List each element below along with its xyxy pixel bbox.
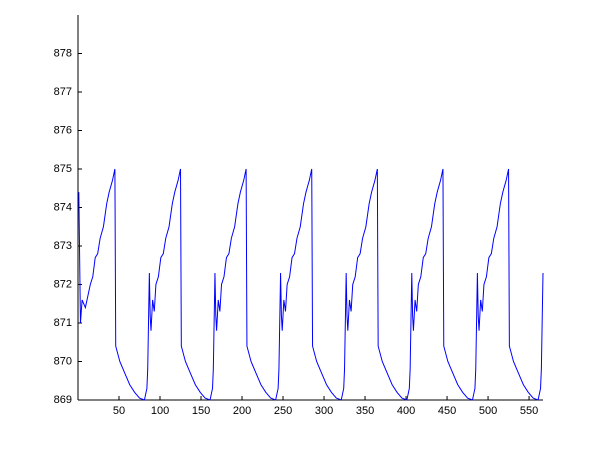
x-tick-label: 100 bbox=[151, 405, 169, 417]
y-tick-label: 871 bbox=[54, 317, 72, 329]
y-tick-label: 870 bbox=[54, 355, 72, 367]
x-tick-label: 50 bbox=[113, 405, 125, 417]
y-tick-label: 878 bbox=[54, 47, 72, 59]
line bbox=[78, 168, 544, 401]
y-tick-label: 872 bbox=[54, 278, 72, 290]
x-tick-label: 450 bbox=[438, 405, 456, 417]
x-tick-label: 300 bbox=[315, 405, 333, 417]
x-tick-label: 150 bbox=[192, 405, 210, 417]
y-tick-label: 877 bbox=[54, 86, 72, 98]
x-tick-label: 500 bbox=[479, 405, 497, 417]
x-tick-label: 200 bbox=[233, 405, 251, 417]
y-tick-label: 874 bbox=[54, 201, 72, 213]
y-tick-label: 869 bbox=[54, 394, 72, 406]
x-tick-label: 250 bbox=[274, 405, 292, 417]
y-tick-label: 876 bbox=[54, 124, 72, 136]
x-tick-label: 350 bbox=[356, 405, 374, 417]
y-tick-label: 875 bbox=[54, 163, 72, 175]
x-tick-label: 400 bbox=[397, 405, 415, 417]
x-tick-label: 550 bbox=[520, 405, 538, 417]
y-tick-label: 873 bbox=[54, 240, 72, 252]
